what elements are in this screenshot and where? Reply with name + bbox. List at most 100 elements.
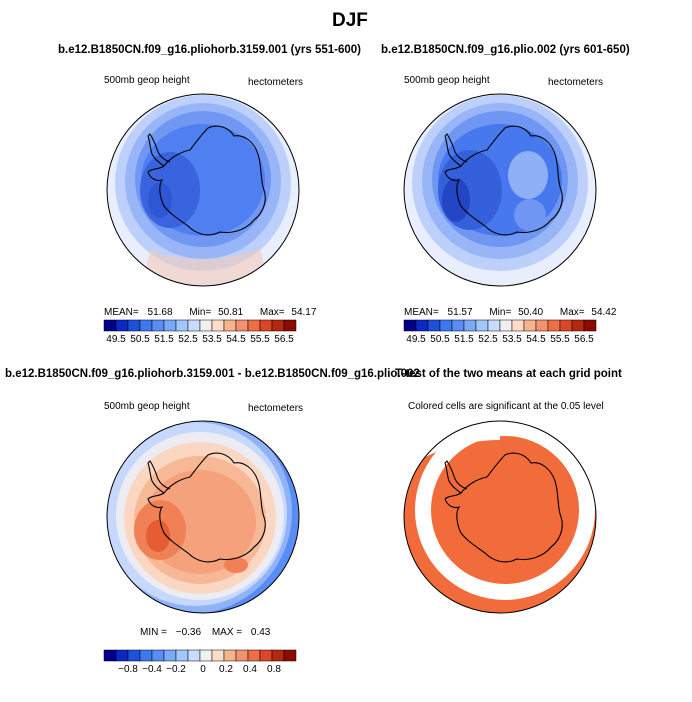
panel-3-variable-label: 500mb geop height — [104, 401, 190, 412]
colorbar-tick-label: 56.5 — [274, 334, 294, 345]
colorbar-tick-label: 52.5 — [178, 334, 198, 345]
colorbar-cell — [139, 649, 153, 662]
panel-2-stats: MEAN= 51.57 Min= 50.40 Max= 54.42 — [404, 307, 616, 318]
colorbar-cell — [163, 319, 177, 332]
colorbar-cell — [451, 319, 465, 332]
colorbar-cell — [283, 649, 297, 662]
colorbar-cell — [283, 319, 297, 332]
colorbar-tick-label: 0 — [200, 664, 206, 675]
colorbar-cell — [115, 319, 129, 332]
colorbar-cell — [559, 319, 573, 332]
panel-1-map — [107, 94, 299, 286]
mean-label: MEAN= — [104, 307, 139, 318]
colorbar-tick-label: 51.5 — [154, 334, 174, 345]
colorbar-cell — [175, 319, 189, 332]
colorbar-cell — [163, 649, 177, 662]
colorbar-cell — [127, 319, 141, 332]
colorbar-tick-label: −0.8 — [118, 664, 138, 675]
colorbar-cell — [475, 319, 489, 332]
max-label: Max= — [559, 307, 585, 318]
colorbar-tick-label: 54.5 — [226, 334, 246, 345]
min-value: 50.81 — [218, 307, 244, 318]
max-value: 54.17 — [291, 307, 317, 318]
colorbar-cell — [535, 319, 549, 332]
colorbar-cell — [259, 319, 273, 332]
colorbar-cell — [523, 319, 537, 332]
panel-4-title: T-test of the two means at each grid poi… — [395, 368, 622, 380]
colorbar-cell — [235, 649, 249, 662]
panel-1-colorbar: 49.5 50.5 51.5 52.5 53.5 54.5 55.5 56.5 — [103, 319, 297, 345]
colorbar-cell — [271, 649, 285, 662]
colorbar-cell — [235, 319, 249, 332]
colorbar-cell — [151, 649, 165, 662]
colorbar-tick-label: 0.8 — [267, 664, 281, 675]
colorbar-tick-label: 54.5 — [526, 334, 546, 345]
colorbar-cell — [103, 649, 117, 662]
colorbar-cell — [487, 319, 501, 332]
colorbar-cell — [103, 319, 117, 332]
panel-1-variable-label: 500mb geop height — [104, 75, 190, 86]
mean-value: 51.57 — [447, 307, 473, 318]
mean-label: MEAN= — [404, 307, 439, 318]
colorbar-cell — [223, 319, 237, 332]
panel-3-title: b.e12.B1850CN.f09_g16.pliohorb.3159.001 … — [5, 368, 420, 380]
colorbar-cell — [223, 649, 237, 662]
colorbar-tick-label: 50.5 — [430, 334, 450, 345]
colorbar-cell — [187, 319, 201, 332]
panel-3-colorbar: −0.8 −0.4 −0.2 0 0.2 0.4 0.8 — [103, 649, 297, 675]
panel-2-map — [404, 94, 596, 286]
max-value: 54.42 — [591, 307, 617, 318]
colorbar-cell — [583, 319, 597, 332]
colorbar-cell — [127, 649, 141, 662]
colorbar-tick-label: −0.2 — [166, 664, 186, 675]
mean-value: 51.68 — [147, 307, 173, 318]
panel-1-stats: MEAN= 51.68 Min= 50.81 Max= 54.17 — [104, 307, 316, 318]
panel-3-units-label: hectometers — [248, 403, 304, 414]
panel-3-stats: MIN = −0.36 MAX = 0.43 — [140, 627, 270, 638]
colorbar-cell — [439, 319, 453, 332]
max-label: Max= — [259, 307, 285, 318]
colorbar-tick-label: 50.5 — [130, 334, 150, 345]
colorbar-cell — [175, 649, 189, 662]
colorbar-tick-label: 49.5 — [106, 334, 126, 345]
colorbar-tick-label: 56.5 — [574, 334, 594, 345]
min-label: Min= — [189, 307, 212, 318]
panel-2-colorbar: 49.5 50.5 51.5 52.5 53.5 54.5 55.5 56.5 — [403, 319, 597, 345]
colorbar-cell — [415, 319, 429, 332]
panel-3-map-border — [106, 420, 300, 614]
min-value: 50.40 — [518, 307, 544, 318]
colorbar-cell — [547, 319, 561, 332]
colorbar-tick-label: 55.5 — [550, 334, 570, 345]
colorbar-tick-label: 53.5 — [202, 334, 222, 345]
colorbar-cell — [403, 319, 417, 332]
colorbar-cell — [259, 649, 273, 662]
colorbar-cell — [211, 649, 225, 662]
panel-2-units-label: hectometers — [548, 77, 604, 88]
colorbar-cell — [199, 649, 213, 662]
min-value: −0.36 — [175, 627, 202, 638]
panel-4-map-border — [403, 420, 597, 614]
panel-1-title: b.e12.B1850CN.f09_g16.pliohorb.3159.001 … — [58, 44, 361, 56]
colorbar-tick-label: 51.5 — [454, 334, 474, 345]
max-value: 0.43 — [250, 627, 271, 638]
panel-3-map — [107, 421, 299, 613]
min-label: Min= — [489, 307, 512, 318]
panel-4-map — [404, 421, 596, 613]
colorbar-cell — [427, 319, 441, 332]
panel-1-map-border — [106, 93, 300, 287]
panel-2-variable-label: 500mb geop height — [404, 75, 490, 86]
colorbar-cell — [247, 319, 261, 332]
colorbar-tick-label: 55.5 — [250, 334, 270, 345]
colorbar-cell — [139, 319, 153, 332]
colorbar-cell — [571, 319, 585, 332]
figure-title: DJF — [332, 10, 368, 31]
colorbar-tick-label: −0.4 — [142, 664, 162, 675]
colorbar-cell — [499, 319, 513, 332]
colorbar-cell — [187, 649, 201, 662]
colorbar-tick-label: 49.5 — [406, 334, 426, 345]
colorbar-tick-label: 0.4 — [243, 664, 257, 675]
colorbar-cell — [151, 319, 165, 332]
colorbar-cell — [247, 649, 261, 662]
colorbar-cell — [211, 319, 225, 332]
